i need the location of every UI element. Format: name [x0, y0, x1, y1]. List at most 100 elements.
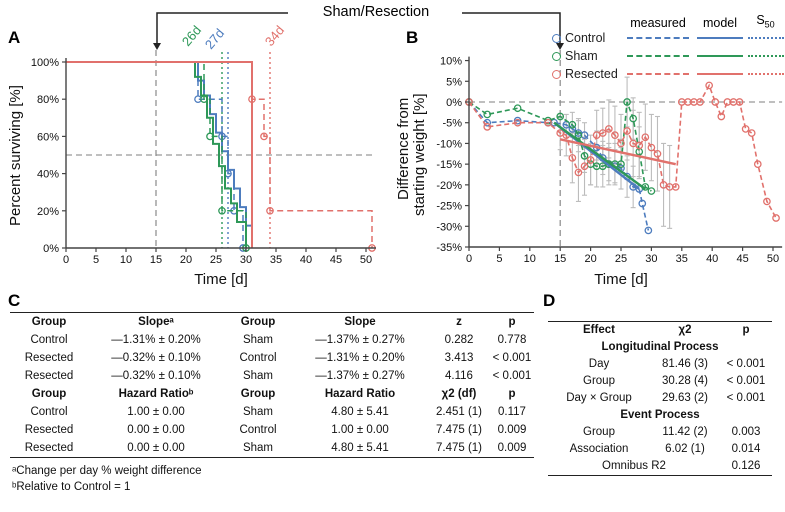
table-row: Day × Group 29.63 (2) < 0.001 — [548, 390, 772, 407]
resected-data-marker — [753, 160, 762, 168]
x-tick-label: 10 — [524, 253, 536, 265]
resected-model-line — [559, 138, 676, 166]
control-s50-annotation: 27d — [202, 26, 227, 52]
table-cell: < 0.001 — [726, 375, 766, 387]
table-header-cell: z — [456, 316, 462, 328]
table-cell: 4.80 ± 5.41 — [331, 442, 389, 454]
resected-measured-curve — [66, 61, 373, 248]
table-cell: 11.42 (2) — [662, 426, 708, 438]
table-cell: 0.778 — [497, 334, 527, 346]
resected-data-marker — [604, 125, 613, 133]
table-row: Resected —0.32% ± 0.10% Sham —1.37% ± 0.27%… — [10, 367, 534, 385]
sham-data-marker — [200, 95, 208, 104]
x-tick-label: 20 — [584, 253, 596, 265]
resected-data-marker — [641, 133, 650, 142]
x-tick-label: 15 — [554, 253, 566, 265]
sham-data-marker — [574, 131, 583, 139]
legend-col-model: model — [702, 15, 738, 30]
table-cell: 0.117 — [498, 406, 526, 418]
x-tick-label: 45 — [330, 254, 342, 266]
table-header-cell: Effect — [583, 324, 615, 336]
table-header-cell: Group — [240, 316, 276, 328]
resected-measured-line-sample — [627, 73, 689, 75]
control-data-marker — [638, 199, 647, 208]
resected-s50-line-sample — [747, 73, 784, 75]
table-cell: —0.32% ± 0.10% — [111, 370, 201, 382]
resected-data-marker — [653, 149, 662, 158]
table-row: Effect χ2 p — [548, 322, 772, 340]
resected-data-marker — [763, 197, 771, 206]
y-tick-label: 10% — [440, 56, 462, 68]
y-axis-title-line2: starting weight [%] — [411, 93, 428, 216]
joint-model-table: Effect χ2 p Longitudinal Process Day 81.46 (3… — [548, 321, 772, 476]
resected-data-marker — [747, 129, 756, 137]
sham-measured-line-sample — [627, 55, 689, 57]
control-measured-line-sample — [627, 37, 689, 39]
y-tick-label: -15% — [436, 159, 462, 171]
resected-model-line-sample — [697, 73, 743, 75]
table-header-cell: Hazard Ratioᵇ — [118, 388, 194, 400]
weight-chart: 0 5 10 15 20 25 30 35 40 45 50 10% 5% 0% -5% -10% -15% -2… — [395, 50, 783, 288]
resected-data-marker — [266, 206, 274, 215]
sham-model-line-sample — [697, 55, 743, 57]
table-cell: Sham — [242, 442, 274, 454]
stats-table-d: Effect χ2 p Longitudinal Process Day 81.46 (3… — [548, 321, 772, 476]
sham-data-marker — [513, 104, 522, 113]
table-cell: 0.00 ± 0.00 — [127, 442, 185, 454]
table-header-cell: p — [742, 324, 750, 336]
table-cell: 81.46 (3) — [661, 358, 709, 370]
resected-data-marker — [717, 112, 726, 121]
y-tick-label: 60% — [37, 131, 59, 143]
sham-data-marker — [218, 206, 226, 215]
regression-hazard-table: Group Slopeᵃ Group Slope z p Control —1.31% ± 0… — [10, 312, 534, 458]
table-header-cell: Group — [240, 388, 276, 400]
sham-data-marker — [568, 120, 577, 129]
x-tick-label: 35 — [676, 253, 688, 265]
resected-data-marker — [741, 125, 750, 133]
table-cell: —1.31% ± 0.20% — [111, 334, 201, 346]
table-cell: Control — [239, 352, 277, 364]
x-axis-title: Time [d] — [594, 271, 648, 288]
table-row: Control —1.31% ± 0.20% Sham —1.37% ± 0.27% 0… — [10, 331, 534, 349]
y-tick-label: 0% — [43, 243, 59, 255]
table-row: Group Hazard Ratioᵇ Group Hazard Ratio χ2 (d… — [10, 385, 534, 403]
resected-data-marker — [696, 98, 704, 106]
x-tick-label: 50 — [360, 254, 372, 266]
table-header-cell: Event Process — [620, 409, 700, 421]
x-tick-label: 50 — [767, 253, 779, 265]
table-cell: —1.37% ± 0.27% — [315, 370, 405, 382]
table-cell: Control — [30, 406, 68, 418]
table-cell: Group — [583, 426, 615, 438]
table-cell: 7.475 (1) — [435, 442, 483, 454]
legend-row-resected: Resected — [552, 65, 785, 83]
resected-data-marker — [671, 183, 680, 191]
table-row: Group 11.42 (2) 0.003 — [548, 424, 772, 441]
resected-data-marker — [617, 139, 625, 148]
sham-data-marker — [556, 112, 565, 121]
resected-data-marker — [580, 162, 589, 171]
control-s50-line-sample — [747, 37, 784, 39]
x-tick-label: 25 — [615, 253, 627, 265]
y-tick-label: 5% — [446, 76, 462, 88]
table-row: Longitudinal Process — [548, 339, 772, 356]
y-tick-label: 100% — [31, 57, 59, 69]
x-tick-label: 15 — [150, 254, 162, 266]
table-cell: Resected — [24, 352, 74, 364]
y-tick-label: -25% — [436, 201, 462, 213]
table-cell: Resected — [24, 370, 74, 382]
sham-data-marker — [623, 98, 631, 106]
table-cell: Sham — [242, 334, 274, 346]
resected-data-marker — [586, 156, 595, 164]
stats-table-c: Group Slopeᵃ Group Slope z p Control —1.31% ± 0… — [10, 312, 534, 458]
table-row: Group Slopeᵃ Group Slope z p — [10, 313, 534, 332]
x-tick-label: 20 — [180, 254, 192, 266]
sham-model-line — [553, 121, 647, 190]
control-data-marker — [644, 226, 653, 235]
table-cell: Control — [239, 424, 277, 436]
sham-marker-icon — [552, 51, 561, 61]
control-model-line-sample — [697, 37, 743, 39]
resected-data-marker — [260, 132, 268, 141]
resected-data-marker — [483, 123, 492, 131]
resected-data-marker — [635, 141, 644, 150]
table-header-cell: Slope — [344, 316, 376, 328]
